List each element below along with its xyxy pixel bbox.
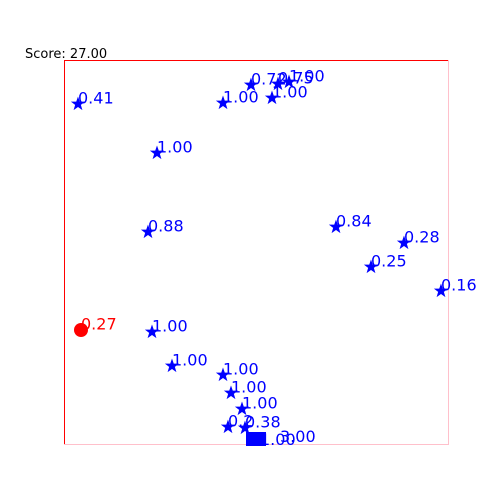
star-value-label: 1.00 (157, 138, 193, 157)
star-value-label: 0.16 (441, 276, 477, 295)
star-icon (264, 90, 280, 105)
star-icon (223, 385, 239, 400)
star-value-label: 1.00 (242, 394, 278, 413)
star-icon (70, 96, 86, 111)
star-value-label: 0.41 (78, 89, 114, 108)
block-value-label: 3.00 (280, 427, 316, 446)
star-icon (215, 95, 231, 110)
star-value-label: 0.38 (245, 413, 281, 432)
player-value-label: 0.27 (81, 315, 117, 334)
block-value-label: 1.00 (260, 430, 296, 449)
square-block-icon (246, 432, 266, 446)
star-icon (234, 401, 250, 416)
player-dot-icon (74, 323, 88, 337)
star-icon (270, 76, 286, 91)
star-icon (215, 367, 231, 382)
star-icon (243, 77, 259, 92)
star-value-label: 1.00 (223, 360, 259, 379)
star-icon (149, 145, 165, 160)
star-value-label: 1.00 (152, 317, 188, 336)
star-value-label: 0.25 (371, 252, 407, 271)
star-value-label: 1.00 (172, 351, 208, 370)
star-icon (328, 219, 344, 234)
star-value-label: 1.00 (289, 67, 325, 86)
star-icon (144, 324, 160, 339)
star-icon (237, 420, 253, 435)
star-icon (281, 74, 297, 89)
star-value-label: 0.28 (404, 228, 440, 247)
star-icon (363, 259, 379, 274)
star-icon (164, 358, 180, 373)
star-value-label: 1.00 (223, 88, 259, 107)
star-value-label: 0.84 (336, 212, 372, 231)
star-icon (396, 235, 412, 250)
star-icon (433, 283, 449, 298)
star-icon (140, 224, 156, 239)
star-icon (220, 419, 236, 434)
star-value-label: 1.00 (231, 378, 267, 397)
score-readout: Score: 27.00 (25, 47, 108, 62)
star-value-label: 0.88 (148, 217, 184, 236)
